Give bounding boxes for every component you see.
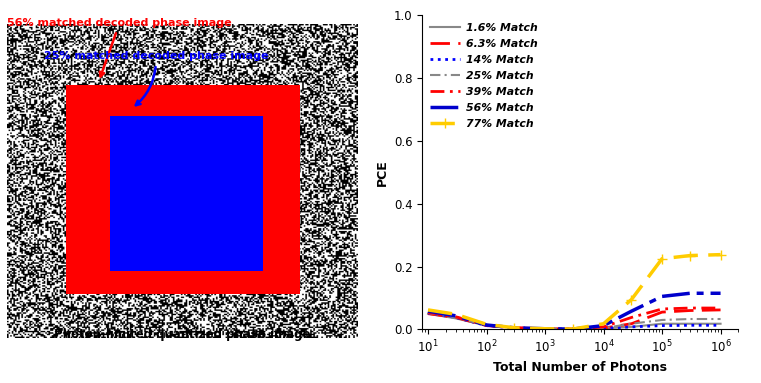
- 56% Match: [482, 323, 491, 327]
- Bar: [65, 85, 300, 294]
- 77% Match: [482, 322, 491, 327]
- 39% Match: [510, 326, 519, 330]
- 6.3% Match: [716, 308, 725, 312]
- 56% Match: [716, 291, 725, 296]
- Legend: 1.6% Match, 6.3% Match, 14% Match, 25% Match, 39% Match, 56% Match, 77% Match: 1.6% Match, 6.3% Match, 14% Match, 25% M…: [428, 21, 540, 131]
- 25% Match: [568, 327, 578, 331]
- X-axis label: Total Number of Photons: Total Number of Photons: [493, 361, 667, 374]
- 77% Match: [568, 327, 578, 331]
- Bar: [110, 116, 263, 270]
- 39% Match: [568, 327, 578, 331]
- 39% Match: [686, 306, 695, 310]
- 1.6% Match: [482, 323, 491, 328]
- 56% Match: [510, 326, 519, 330]
- 14% Match: [599, 326, 608, 331]
- 14% Match: [716, 323, 725, 327]
- 25% Match: [510, 326, 519, 330]
- 14% Match: [451, 315, 460, 320]
- 14% Match: [568, 327, 578, 331]
- 14% Match: [627, 324, 636, 329]
- 1.6% Match: [716, 321, 725, 326]
- 56% Match: [540, 326, 549, 331]
- 25% Match: [540, 326, 549, 331]
- Line: 39% Match: 39% Match: [428, 308, 721, 329]
- 39% Match: [658, 307, 667, 311]
- 1.6% Match: [627, 324, 636, 329]
- 1.6% Match: [568, 327, 578, 331]
- 6.3% Match: [540, 326, 549, 331]
- Line: 6.3% Match: 6.3% Match: [428, 310, 721, 329]
- 14% Match: [423, 311, 432, 315]
- Text: 56% matched decoded phase image: 56% matched decoded phase image: [8, 18, 232, 77]
- 39% Match: [716, 306, 725, 310]
- Line: 25% Match: 25% Match: [428, 313, 721, 329]
- Line: 77% Match: 77% Match: [423, 250, 725, 334]
- 14% Match: [686, 323, 695, 327]
- 25% Match: [599, 326, 608, 331]
- 39% Match: [423, 310, 432, 315]
- 6.3% Match: [658, 310, 667, 314]
- 1.6% Match: [423, 311, 432, 316]
- 56% Match: [423, 309, 432, 313]
- 1.6% Match: [658, 321, 667, 326]
- 25% Match: [716, 317, 725, 321]
- Text: Photon-limited quantized phase image: Photon-limited quantized phase image: [54, 328, 311, 341]
- 77% Match: [423, 308, 432, 312]
- 56% Match: [568, 327, 578, 331]
- 39% Match: [451, 314, 460, 319]
- 1.6% Match: [451, 316, 460, 321]
- 25% Match: [627, 321, 636, 326]
- 6.3% Match: [627, 321, 636, 326]
- 25% Match: [423, 311, 432, 315]
- 25% Match: [686, 317, 695, 321]
- Text: 25% matched decoded phase image: 25% matched decoded phase image: [44, 51, 269, 105]
- Line: 1.6% Match: 1.6% Match: [428, 314, 721, 329]
- 1.6% Match: [540, 326, 549, 331]
- 77% Match: [540, 326, 549, 331]
- 56% Match: [451, 314, 460, 318]
- 77% Match: [627, 297, 636, 302]
- 14% Match: [658, 323, 667, 328]
- 6.3% Match: [568, 327, 578, 331]
- 14% Match: [540, 326, 549, 331]
- 14% Match: [482, 323, 491, 328]
- 77% Match: [510, 326, 519, 330]
- Line: 14% Match: 14% Match: [428, 313, 721, 329]
- 25% Match: [451, 315, 460, 320]
- 39% Match: [482, 323, 491, 327]
- 6.3% Match: [510, 326, 519, 330]
- 56% Match: [627, 309, 636, 313]
- 39% Match: [599, 324, 608, 329]
- 77% Match: [451, 312, 460, 317]
- 14% Match: [510, 326, 519, 330]
- 1.6% Match: [686, 321, 695, 326]
- 56% Match: [658, 294, 667, 299]
- 39% Match: [540, 326, 549, 331]
- 6.3% Match: [599, 326, 608, 331]
- Y-axis label: PCE: PCE: [375, 159, 388, 186]
- 6.3% Match: [482, 323, 491, 328]
- 6.3% Match: [423, 311, 432, 316]
- 6.3% Match: [451, 315, 460, 320]
- 77% Match: [599, 321, 608, 326]
- 77% Match: [658, 257, 667, 261]
- 6.3% Match: [686, 308, 695, 313]
- 25% Match: [658, 318, 667, 322]
- 56% Match: [686, 291, 695, 296]
- 56% Match: [599, 323, 608, 328]
- 1.6% Match: [510, 326, 519, 330]
- 39% Match: [627, 315, 636, 320]
- 1.6% Match: [599, 326, 608, 331]
- Line: 56% Match: 56% Match: [428, 293, 721, 329]
- 77% Match: [686, 253, 695, 258]
- 77% Match: [716, 252, 725, 257]
- 25% Match: [482, 323, 491, 328]
